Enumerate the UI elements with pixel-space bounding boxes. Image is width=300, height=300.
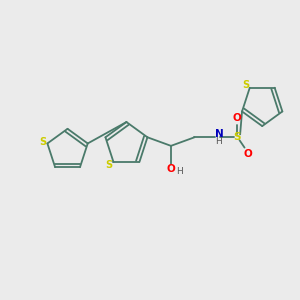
Text: N: N: [214, 129, 223, 139]
Text: S: S: [39, 137, 46, 147]
Text: O: O: [243, 149, 252, 159]
Text: S: S: [243, 80, 250, 90]
Text: H: H: [176, 167, 183, 176]
Text: O: O: [233, 112, 242, 123]
Text: S: S: [233, 132, 241, 142]
Text: S: S: [106, 160, 112, 170]
Text: H: H: [215, 137, 222, 146]
Text: O: O: [167, 164, 175, 174]
